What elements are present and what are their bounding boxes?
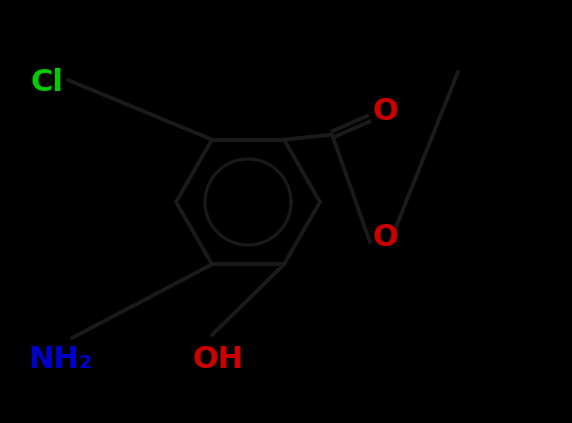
Text: NH₂: NH₂ (28, 345, 92, 374)
Text: O: O (372, 97, 398, 126)
Text: O: O (372, 223, 398, 253)
Text: Cl: Cl (30, 68, 63, 97)
Text: OH: OH (193, 345, 244, 374)
